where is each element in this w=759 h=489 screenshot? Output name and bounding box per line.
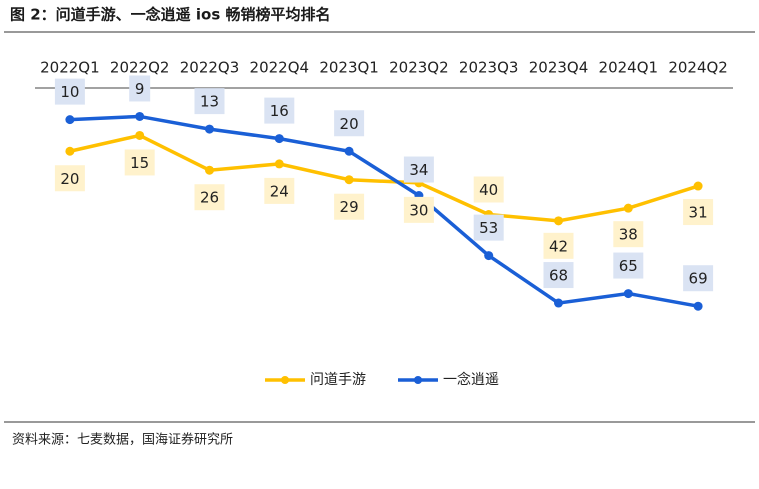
point xyxy=(135,130,145,140)
label-box xyxy=(124,149,155,176)
data-label: 20 xyxy=(60,170,79,188)
point xyxy=(693,181,703,191)
point xyxy=(554,216,563,226)
point xyxy=(623,203,633,213)
point xyxy=(65,115,75,125)
legend-marker xyxy=(281,376,289,384)
data-label: 53 xyxy=(479,219,498,237)
data-label: 13 xyxy=(200,93,219,111)
label-box xyxy=(54,165,85,192)
data-label: 15 xyxy=(130,154,149,172)
label-box xyxy=(403,196,434,223)
point xyxy=(484,251,494,261)
line xyxy=(69,133,699,223)
data-label: 9 xyxy=(135,80,145,98)
label-box xyxy=(473,176,504,203)
data-label: 10 xyxy=(60,83,79,101)
label-box xyxy=(613,221,644,248)
legend-marker xyxy=(414,376,422,384)
line xyxy=(69,114,699,308)
label-box xyxy=(334,193,365,220)
label-box xyxy=(264,97,295,124)
x-tick-label: 2023Q2 xyxy=(389,59,449,77)
x-tick-label: 2024Q2 xyxy=(668,59,728,77)
label-box xyxy=(543,262,574,289)
data-label: 29 xyxy=(340,198,359,216)
data-label: 38 xyxy=(619,226,638,244)
x-tick-label: 2022Q4 xyxy=(250,59,310,77)
data-label: 26 xyxy=(200,189,219,207)
data-label: 24 xyxy=(270,182,289,200)
label-box xyxy=(683,199,714,226)
point xyxy=(554,298,563,308)
point xyxy=(274,134,284,144)
x-tick-label: 2024Q1 xyxy=(599,59,659,77)
x-tick-label: 2022Q3 xyxy=(180,59,240,77)
label-box xyxy=(54,78,85,105)
label-box xyxy=(473,214,504,241)
label-box xyxy=(543,232,574,259)
x-tick-label: 2023Q3 xyxy=(459,59,519,77)
data-label: 34 xyxy=(409,161,428,179)
point xyxy=(344,175,354,185)
chart-title: 图 2：问道手游、一念逍遥 ios 畅销榜平均排名 xyxy=(10,6,330,24)
point xyxy=(65,146,75,156)
data-label: 30 xyxy=(409,201,428,219)
source: 资料来源：七麦数据，国海证券研究所 xyxy=(12,432,233,448)
x-tick-label: 2023Q1 xyxy=(319,59,379,77)
point xyxy=(205,165,214,175)
legend-label: 一念逍遥 xyxy=(443,371,499,388)
data-label: 16 xyxy=(270,102,289,120)
point xyxy=(344,146,354,156)
data-label: 20 xyxy=(340,115,359,133)
label-box xyxy=(334,110,365,137)
label-box xyxy=(194,184,225,211)
label-box xyxy=(613,252,644,279)
data-label: 42 xyxy=(549,237,568,255)
data-label: 31 xyxy=(689,204,708,222)
x-tick-label: 2023Q4 xyxy=(529,59,589,77)
point xyxy=(623,289,633,299)
label-box xyxy=(194,88,225,115)
point xyxy=(274,159,284,169)
x-tick-label: 2022Q2 xyxy=(110,59,170,77)
label-box xyxy=(264,177,295,204)
x-tick-label: 2022Q1 xyxy=(40,59,100,77)
point xyxy=(135,111,145,121)
point xyxy=(693,301,703,311)
point xyxy=(205,124,214,134)
data-label: 65 xyxy=(619,257,638,275)
data-label: 68 xyxy=(549,267,568,285)
legend-label: 问道手游 xyxy=(310,372,366,388)
data-label: 40 xyxy=(479,181,498,199)
data-label: 69 xyxy=(689,270,708,288)
label-box xyxy=(403,156,434,183)
label-box xyxy=(683,265,714,292)
label-box xyxy=(129,75,151,102)
